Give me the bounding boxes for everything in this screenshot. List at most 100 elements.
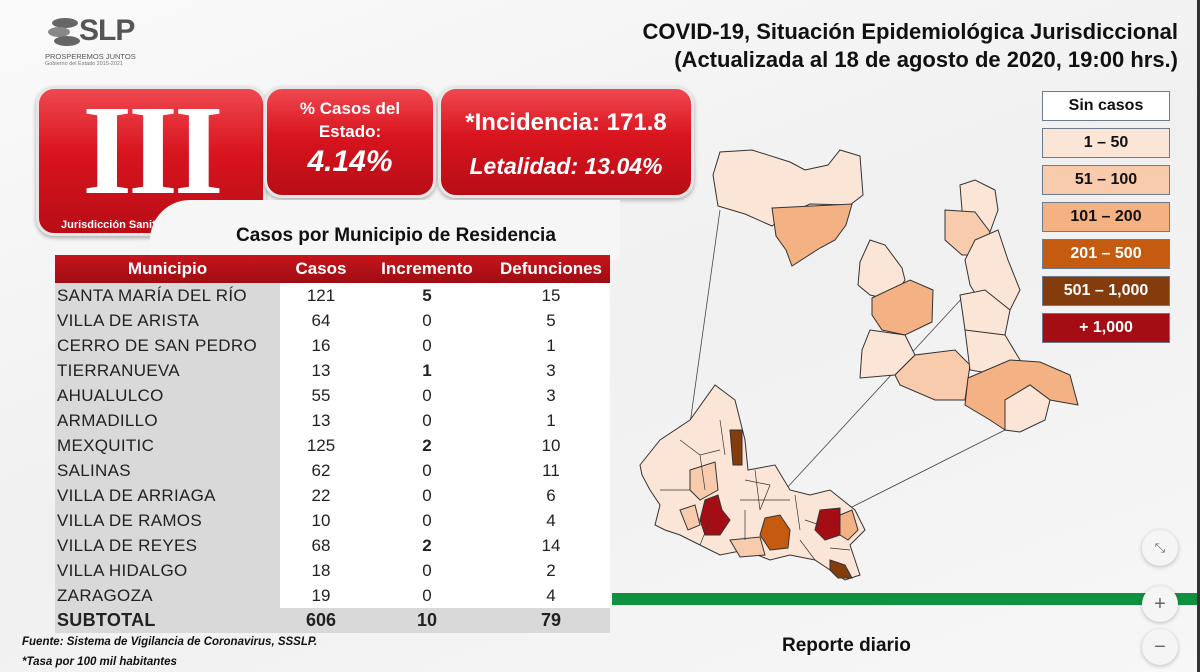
logo-tagline: PROSPEREMOS JUNTOS [45, 52, 136, 61]
table-row: TIERRANUEVA 13 1 3 [55, 358, 610, 383]
table-row: ARMADILLO 13 0 1 [55, 408, 610, 433]
cell-defunciones: 2 [492, 558, 610, 583]
cell-defunciones: 3 [492, 358, 610, 383]
cell-defunciones: 4 [492, 583, 610, 608]
cell-casos: 68 [280, 533, 362, 558]
cell-defunciones: 15 [492, 283, 610, 308]
cell-incremento: 0 [362, 483, 492, 508]
cell-casos: 125 [280, 433, 362, 458]
table-row: VILLA DE ARISTA 64 0 5 [55, 308, 610, 333]
cell-municipio: MEXQUITIC [55, 433, 280, 458]
legend-item: 1 – 50 [1042, 128, 1170, 158]
cell-casos: 55 [280, 383, 362, 408]
cell-casos: 16 [280, 333, 362, 358]
cases-table: Municipio Casos Incremento Defunciones S… [55, 255, 610, 633]
legend-item: 101 – 200 [1042, 202, 1170, 232]
cell-incremento: 5 [362, 283, 492, 308]
logo-brand: SLP [79, 14, 135, 47]
report-label: Reporte diario [782, 635, 911, 656]
subtotal-casos: 606 [280, 608, 362, 633]
legend-item: 201 – 500 [1042, 239, 1170, 269]
cell-defunciones: 6 [492, 483, 610, 508]
jurisdiction-label: Jurisdicción Sanitaria [61, 219, 176, 231]
cell-incremento: 0 [362, 308, 492, 333]
cell-casos: 62 [280, 458, 362, 483]
cell-casos: 18 [280, 558, 362, 583]
map-main-region [639, 384, 866, 581]
cell-municipio: TIERRANUEVA [55, 358, 280, 383]
cell-casos: 13 [280, 408, 362, 433]
legend-item: + 1,000 [1042, 313, 1170, 343]
map-inset-north [712, 149, 864, 267]
cell-incremento: 1 [362, 358, 492, 383]
map-inset-east [857, 179, 1079, 433]
cell-municipio: SANTA MARÍA DEL RÍO [55, 283, 280, 308]
slp-logo-mark [48, 18, 80, 46]
jurisdiction-badge: III Jurisdicción Sanitaria [36, 79, 266, 236]
cell-incremento: 0 [362, 458, 492, 483]
cell-municipio: VILLA DE REYES [55, 533, 280, 558]
table-panel-background [150, 200, 620, 260]
table-title: Casos por Municipio de Residencia [236, 225, 556, 246]
subtotal-row: SUBTOTAL 606 10 79 [55, 608, 610, 633]
cell-casos: 64 [280, 308, 362, 333]
cell-incremento: 0 [362, 383, 492, 408]
cell-casos: 19 [280, 583, 362, 608]
cell-casos: 10 [280, 508, 362, 533]
title-line-1: COVID-19, Situación Epidemiológica Juris… [642, 19, 1178, 44]
legend-item: 501 – 1,000 [1042, 276, 1170, 306]
footer-green-bar [612, 593, 1198, 605]
cell-casos: 13 [280, 358, 362, 383]
fullscreen-exit-icon: ⤡ [1154, 540, 1166, 555]
cell-municipio: CERRO DE SAN PEDRO [55, 333, 280, 358]
map-legend: Sin casos 1 – 50 51 – 100 101 – 200 201 – 50… [1042, 91, 1170, 350]
title-line-2: (Actualizada al 18 de agosto de 2020, 19… [674, 47, 1178, 72]
state-share-label: % Casos del Estado: [299, 99, 401, 141]
header-municipio: Municipio [127, 259, 208, 278]
legend-item: 51 – 100 [1042, 165, 1170, 195]
footnotes: Fuente: Sistema de Vigilancia de Coronav… [22, 632, 317, 672]
cell-defunciones: 5 [492, 308, 610, 333]
cell-defunciones: 14 [492, 533, 610, 558]
cell-defunciones: 1 [492, 408, 610, 433]
table-row: VILLA DE REYES 68 2 14 [55, 533, 610, 558]
cell-municipio: VILLA DE ARISTA [55, 308, 280, 333]
table-row: SALINAS 62 0 11 [55, 458, 610, 483]
fit-screen-button[interactable]: ⤡ [1142, 530, 1178, 566]
rates-card: *Incidencia: 171.8 Letalidad: 13.04% [438, 86, 694, 198]
cell-incremento: 2 [362, 533, 492, 558]
cell-incremento: 0 [362, 408, 492, 433]
cell-municipio: VILLA DE RAMOS [55, 508, 280, 533]
jurisdiction-numeral: III [82, 79, 223, 221]
cell-defunciones: 11 [492, 458, 610, 483]
subtotal-defunciones: 79 [492, 608, 610, 633]
zoom-out-button[interactable]: − [1142, 629, 1178, 665]
header-defunciones: Defunciones [499, 259, 603, 278]
table-row: MEXQUITIC 125 2 10 [55, 433, 610, 458]
cell-municipio: ARMADILLO [55, 408, 280, 433]
cell-municipio: VILLA HIDALGO [55, 558, 280, 583]
state-share-value: 4.14% [307, 145, 393, 178]
cell-defunciones: 1 [492, 333, 610, 358]
cell-incremento: 0 [362, 558, 492, 583]
cell-municipio: VILLA DE ARRIAGA [55, 483, 280, 508]
table-row: VILLA HIDALGO 18 0 2 [55, 558, 610, 583]
header-incremento: Incremento [381, 259, 473, 278]
slp-logo: SLP PROSPEREMOS JUNTOS Gobierno del Esta… [45, 14, 145, 74]
cell-defunciones: 3 [492, 383, 610, 408]
cell-incremento: 0 [362, 583, 492, 608]
cell-defunciones: 4 [492, 508, 610, 533]
cell-incremento: 0 [362, 508, 492, 533]
cell-defunciones: 10 [492, 433, 610, 458]
cell-incremento: 2 [362, 433, 492, 458]
minus-icon: − [1154, 636, 1166, 658]
table-row: SANTA MARÍA DEL RÍO 121 5 15 [55, 283, 610, 308]
table-row: ZARAGOZA 19 0 4 [55, 583, 610, 608]
subtotal-label: SUBTOTAL [55, 608, 280, 633]
zoom-in-button[interactable]: + [1142, 586, 1178, 622]
table-row: VILLA DE RAMOS 10 0 4 [55, 508, 610, 533]
lethality-value: Letalidad: 13.04% [469, 153, 663, 179]
rate-note: *Tasa por 100 mil habitantes [22, 656, 177, 668]
cell-municipio: SALINAS [55, 458, 280, 483]
header-casos: Casos [295, 259, 347, 278]
